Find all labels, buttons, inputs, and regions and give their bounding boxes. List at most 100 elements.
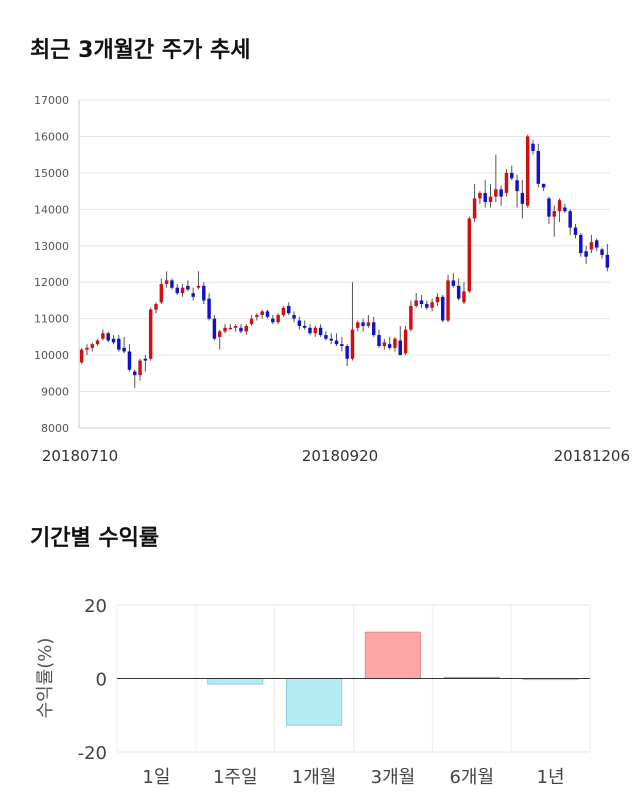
candle (456, 278, 461, 301)
candle-body-down (175, 287, 179, 294)
candle (594, 238, 599, 252)
candle-body-up (494, 189, 498, 197)
y-axis-title: 수익률(%) (35, 638, 56, 719)
candle (313, 325, 318, 337)
candle-body-up (393, 338, 397, 348)
candle-body-down (456, 285, 461, 299)
candle-body-up (138, 360, 142, 376)
candle (340, 336, 344, 352)
candle-body-up (159, 284, 164, 303)
candle (371, 316, 376, 337)
candle (488, 183, 493, 208)
candle-body-down (499, 189, 503, 197)
candle-body-up (85, 347, 89, 350)
candle-body-up (557, 200, 562, 212)
candle-body-down (302, 325, 307, 328)
x-tick-label: 20180920 (302, 447, 378, 465)
candle (393, 336, 397, 352)
candle-body-down (451, 280, 456, 286)
candle-body-down (106, 333, 110, 341)
y-tick-label: 12000 (34, 276, 69, 289)
candle (361, 318, 365, 332)
candle-body-up (90, 344, 95, 348)
y-tick-label: 14000 (34, 203, 69, 216)
candle (127, 344, 132, 372)
price-candlestick-chart: 8000 9000 10000 11000 12000 13000 14000 15000 16… (34, 94, 630, 465)
candle-body-up (148, 309, 153, 359)
y-tick-label: 17000 (34, 94, 69, 107)
candle (589, 234, 594, 254)
candle-body-down (122, 347, 126, 352)
candle-body-up (95, 340, 100, 345)
candle-body-up (79, 349, 84, 363)
candle-body-down (584, 251, 588, 257)
x-category-label: 3개월 (371, 767, 416, 788)
candle (265, 309, 270, 319)
candle-body-up (414, 300, 418, 306)
candle (186, 280, 190, 292)
candle (106, 331, 110, 343)
candle-body-up (552, 211, 556, 217)
candle-body-up (154, 304, 158, 310)
candle-body-down (563, 207, 567, 212)
candle-body-up (478, 192, 482, 199)
candle-body-up (504, 172, 509, 193)
candle (515, 174, 519, 208)
candle (170, 278, 174, 290)
candle (510, 165, 514, 181)
candle-body-up (244, 325, 248, 332)
candle-body-down (377, 335, 381, 346)
candle (472, 183, 477, 223)
y-tick-label: 13000 (34, 240, 69, 253)
candle (366, 315, 371, 328)
candle (334, 333, 339, 346)
candle (430, 298, 434, 312)
candle (318, 324, 323, 337)
candle (467, 216, 472, 294)
candle (154, 302, 158, 314)
candle (302, 320, 307, 330)
candle (324, 331, 328, 341)
candle-body-down (371, 322, 376, 336)
period-return-bar-chart: 1일 1주일 1개월 3개월 6개월 1년 -20 0 20 수익률(%) (35, 596, 591, 788)
candle-body-up (180, 287, 185, 294)
y-tick-label: 8000 (41, 422, 69, 435)
candle-body-down (117, 338, 121, 350)
candle-body-up (488, 196, 493, 203)
candle-body-down (531, 143, 535, 152)
y-tick-label: 10000 (34, 349, 69, 362)
candle-body-down (127, 351, 132, 370)
candle-body-down (202, 285, 206, 301)
candle (85, 344, 89, 356)
candle (520, 180, 525, 219)
candle-body-down (361, 322, 365, 326)
y-tick-label: 11000 (34, 313, 69, 326)
candle (287, 302, 291, 316)
candle (260, 309, 264, 319)
candle-body-up (233, 325, 238, 328)
candle (446, 274, 450, 323)
candle-body-down (541, 183, 546, 188)
candle-body-up (249, 318, 254, 325)
candle-body-down (186, 285, 190, 290)
candle (451, 273, 456, 288)
candle-body-down (520, 192, 525, 204)
return-bar (364, 631, 422, 679)
candle-body-up (430, 302, 434, 308)
candle-body-down (292, 315, 296, 319)
candle (499, 185, 503, 206)
candle-body-down (271, 318, 275, 323)
y-tick-label: 0 (96, 670, 107, 691)
candle-body-down (340, 344, 344, 346)
candle (563, 203, 567, 213)
candle (196, 271, 201, 290)
candle (409, 300, 413, 332)
candle-body-up (260, 311, 264, 316)
candle (531, 140, 535, 155)
candle (398, 325, 402, 356)
candle-body-up (164, 280, 169, 285)
candle (217, 329, 222, 350)
candle-body-down (425, 304, 429, 308)
candle-body-down (287, 305, 291, 314)
candle (276, 313, 280, 325)
